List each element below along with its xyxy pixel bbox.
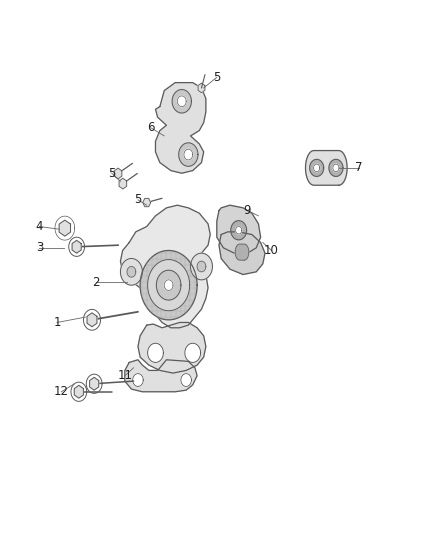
Polygon shape bbox=[127, 266, 136, 277]
Polygon shape bbox=[87, 313, 97, 327]
Polygon shape bbox=[306, 150, 347, 185]
Polygon shape bbox=[310, 159, 324, 176]
Polygon shape bbox=[231, 221, 247, 240]
Polygon shape bbox=[184, 149, 193, 160]
Text: 2: 2 bbox=[92, 276, 100, 289]
Polygon shape bbox=[119, 179, 127, 189]
Text: 5: 5 bbox=[213, 71, 220, 84]
Polygon shape bbox=[181, 374, 191, 386]
Polygon shape bbox=[114, 168, 122, 179]
Polygon shape bbox=[217, 205, 261, 253]
Text: 10: 10 bbox=[264, 244, 279, 257]
Polygon shape bbox=[191, 253, 212, 280]
Text: 3: 3 bbox=[36, 241, 43, 254]
Polygon shape bbox=[59, 220, 71, 236]
Text: 4: 4 bbox=[35, 220, 43, 233]
Polygon shape bbox=[219, 232, 265, 274]
Polygon shape bbox=[155, 83, 206, 173]
Polygon shape bbox=[329, 159, 343, 176]
Polygon shape bbox=[314, 164, 320, 172]
Polygon shape bbox=[172, 90, 191, 113]
Polygon shape bbox=[143, 198, 151, 207]
Polygon shape bbox=[156, 270, 181, 300]
Polygon shape bbox=[179, 143, 198, 166]
Polygon shape bbox=[90, 377, 99, 390]
Polygon shape bbox=[333, 164, 339, 172]
Text: 5: 5 bbox=[134, 193, 141, 206]
Polygon shape bbox=[148, 260, 190, 311]
Polygon shape bbox=[185, 343, 201, 362]
Text: 6: 6 bbox=[147, 122, 155, 134]
Polygon shape bbox=[120, 205, 210, 328]
Text: 11: 11 bbox=[117, 369, 132, 382]
Polygon shape bbox=[133, 374, 143, 386]
Polygon shape bbox=[177, 96, 186, 107]
Polygon shape bbox=[74, 385, 83, 398]
Polygon shape bbox=[148, 343, 163, 362]
Text: 9: 9 bbox=[244, 204, 251, 217]
Polygon shape bbox=[197, 261, 206, 272]
Text: 7: 7 bbox=[355, 161, 363, 174]
Text: 1: 1 bbox=[53, 316, 61, 329]
Polygon shape bbox=[236, 227, 242, 234]
Text: 5: 5 bbox=[108, 167, 115, 180]
Polygon shape bbox=[198, 83, 205, 93]
Polygon shape bbox=[140, 251, 197, 320]
Polygon shape bbox=[235, 244, 249, 260]
Polygon shape bbox=[72, 240, 81, 253]
Polygon shape bbox=[125, 360, 197, 392]
Text: 12: 12 bbox=[54, 385, 69, 398]
Polygon shape bbox=[138, 322, 206, 373]
Polygon shape bbox=[164, 280, 173, 290]
Polygon shape bbox=[120, 259, 142, 285]
